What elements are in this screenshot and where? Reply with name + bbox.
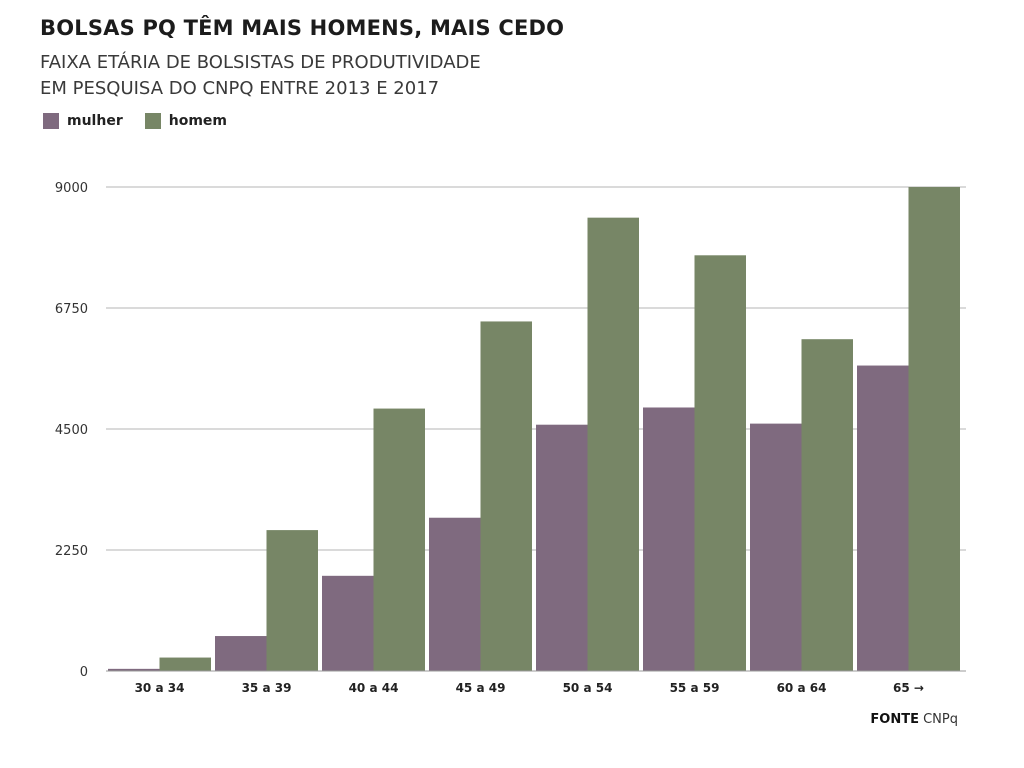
bar-mulher-4 [536, 424, 588, 671]
x-tick-label-5: 55 a 59 [670, 681, 720, 695]
y-tick-label-6750: 6750 [55, 302, 88, 317]
legend-swatch-homem [144, 113, 161, 129]
bar-homem-6 [801, 339, 853, 671]
legend-label-mulher: mulher [67, 113, 123, 129]
chart-subtitle: FAIXA ETÁRIA DE BOLSISTAS DE PRODUTIVIDA… [40, 50, 481, 102]
legend-label-homem: homem [168, 113, 227, 129]
bar-mulher-0 [108, 668, 160, 671]
subtitle-line-1: FAIXA ETÁRIA DE BOLSISTAS DE PRODUTIVIDA… [40, 52, 481, 73]
bar-homem-5 [694, 255, 746, 671]
bar-mulher-7 [857, 365, 909, 671]
legend-item-homem: homem [144, 113, 227, 129]
legend-swatch-mulher [43, 113, 59, 129]
x-tick-label-1: 35 a 39 [242, 681, 292, 695]
x-tick-label-3: 45 a 49 [456, 681, 506, 695]
legend: mulher homem [43, 113, 249, 129]
legend-item-mulher: mulher [43, 113, 123, 129]
bar-mulher-6 [750, 423, 802, 671]
bar-homem-0 [159, 657, 211, 671]
y-tick-label-4500: 4500 [55, 423, 88, 438]
bar-homem-7 [908, 187, 960, 671]
x-tick-label-2: 40 a 44 [349, 681, 399, 695]
x-tick-label-0: 30 a 34 [135, 681, 185, 695]
source-note: FONTE CNPq [870, 712, 958, 727]
subtitle-line-2: EM PESQUISA DO CNPQ ENTRE 2013 E 2017 [40, 78, 440, 99]
x-tick-label-4: 50 a 54 [563, 681, 613, 695]
bar-mulher-5 [643, 407, 695, 671]
chart-title: BOLSAS PQ TÊM MAIS HOMENS, MAIS CEDO [40, 16, 565, 40]
source-label: FONTE [870, 712, 919, 727]
source-value: CNPq [923, 712, 958, 727]
y-tick-label-9000: 9000 [55, 181, 88, 196]
bar-homem-3 [480, 321, 532, 671]
x-tick-label-7: 65 → [893, 681, 924, 695]
bar-mulher-1 [215, 636, 267, 671]
y-tick-label-0: 0 [80, 665, 88, 680]
bar-homem-2 [373, 408, 425, 671]
bar-mulher-3 [429, 517, 481, 671]
bar-homem-1 [266, 530, 318, 671]
bar-mulher-2 [322, 575, 374, 671]
bar-homem-4 [587, 217, 639, 672]
x-tick-label-6: 60 a 64 [777, 681, 827, 695]
y-tick-label-2250: 2250 [55, 544, 88, 559]
